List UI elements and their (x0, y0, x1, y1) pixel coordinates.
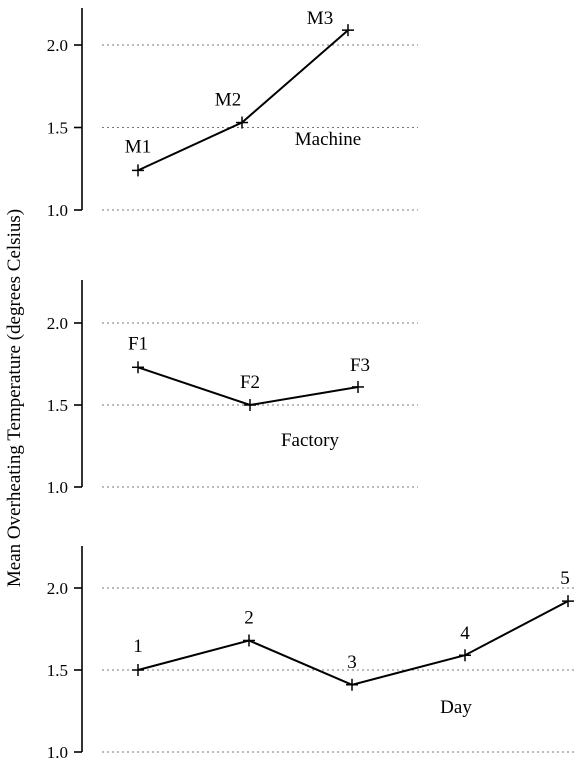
data-point-F3 (352, 380, 364, 393)
data-point-3 (346, 678, 358, 691)
panel-factory: 1.0 1.5 2.0 F1 F2 F3 Factory (47, 280, 418, 497)
point-label-F1: F1 (128, 333, 148, 354)
y-tick-label: 1.5 (47, 661, 68, 680)
data-point-M3 (342, 24, 354, 37)
data-point-F1 (132, 361, 144, 374)
data-point-4 (459, 649, 471, 662)
y-tick-label: 2.0 (47, 579, 68, 598)
y-tick-label: 1.0 (47, 743, 68, 762)
point-label-4: 4 (460, 623, 470, 644)
point-label-3: 3 (347, 652, 357, 673)
data-point-F2 (244, 399, 256, 411)
panel-day: 1.0 1.5 2.0 1 2 3 4 5 Day (47, 546, 575, 762)
y-tick-label: 1.5 (47, 119, 68, 138)
y-tick-label: 1.0 (47, 478, 68, 497)
point-label-M2: M2 (215, 90, 241, 111)
point-label-M1: M1 (125, 136, 151, 157)
data-point-2 (243, 634, 255, 647)
point-label-F3: F3 (350, 355, 370, 376)
y-tick-label: 1.0 (47, 201, 68, 220)
panels: 1.0 1.5 2.0 M1 M2 M3 Machine 1.0 1.5 2.0 F1 F2 F3 Fac… (47, 8, 575, 762)
y-tick-label: 1.5 (47, 396, 68, 415)
panel-machine: 1.0 1.5 2.0 M1 M2 M3 Machine (47, 8, 418, 220)
panel-title: Day (440, 697, 472, 718)
point-label-1: 1 (133, 636, 143, 657)
panel-title: Factory (281, 430, 340, 451)
y-axis-label: Mean Overheating Temperature (degrees Ce… (4, 209, 25, 587)
data-point-M1 (132, 164, 144, 177)
data-point-1 (132, 664, 144, 676)
point-label-M3: M3 (307, 8, 333, 29)
y-tick-label: 2.0 (47, 36, 68, 55)
point-label-5: 5 (560, 568, 570, 589)
panel-title: Machine (295, 129, 361, 150)
point-label-F2: F2 (240, 372, 260, 393)
data-point-M2 (236, 116, 248, 129)
data-point-5 (562, 595, 574, 608)
point-label-2: 2 (244, 607, 254, 628)
y-tick-label: 2.0 (47, 314, 68, 333)
